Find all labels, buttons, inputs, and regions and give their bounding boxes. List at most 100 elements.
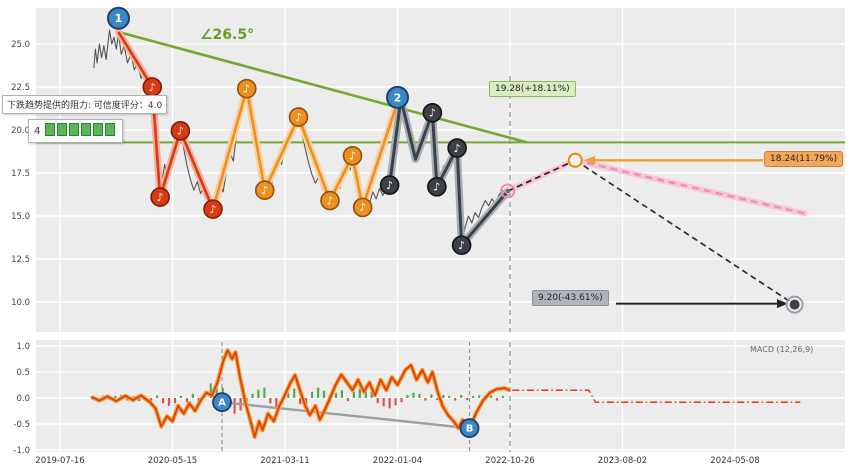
macd-marker-A[interactable] bbox=[212, 392, 232, 413]
note-icon: ♪ bbox=[157, 191, 164, 204]
note-icon: ♪ bbox=[386, 179, 393, 192]
macd-histogram-bar bbox=[448, 395, 451, 398]
macd-histogram-bar bbox=[269, 398, 272, 404]
note-icon: ♪ bbox=[149, 81, 156, 94]
x-axis-tick-label: 2023-08-02 bbox=[598, 456, 647, 466]
macd-histogram-bar bbox=[418, 393, 421, 398]
last-price-ring bbox=[500, 183, 516, 199]
price-y-tick-label: 25.0 bbox=[11, 40, 30, 50]
macd-histogram-bar bbox=[299, 398, 302, 405]
macd-histogram-bar bbox=[412, 392, 415, 398]
macd-histogram-bar bbox=[179, 395, 182, 398]
note-marker-dark[interactable] bbox=[422, 103, 443, 123]
note-marker-orange[interactable] bbox=[352, 197, 373, 218]
macd-histogram-bar bbox=[352, 391, 355, 398]
note-marker-orange[interactable] bbox=[254, 180, 275, 200]
macd-histogram-bar bbox=[454, 398, 457, 401]
macd-histogram-bar bbox=[150, 398, 153, 402]
macd-histogram-bar bbox=[233, 398, 236, 414]
macd-line bbox=[91, 349, 511, 438]
x-axis-tick-label: 2020-05-15 bbox=[148, 456, 197, 466]
macd-histogram-bar bbox=[442, 394, 445, 398]
wave-marker-1[interactable] bbox=[107, 6, 130, 30]
macd-histogram-bar bbox=[406, 394, 409, 398]
down-target-ring bbox=[785, 295, 804, 314]
macd-marker-label: B bbox=[466, 424, 474, 435]
orange-arrowhead-icon bbox=[584, 155, 595, 165]
macd-histogram-bar bbox=[376, 398, 379, 404]
note-marker-dark[interactable] bbox=[451, 235, 472, 256]
macd-y-tick-label: 1.0 bbox=[16, 342, 30, 352]
macd-marker-B[interactable] bbox=[459, 418, 480, 439]
macd-histogram-bar bbox=[311, 391, 314, 398]
note-marker-red[interactable] bbox=[170, 121, 191, 141]
dark-zigzag bbox=[388, 97, 509, 247]
note-icon: ♪ bbox=[295, 111, 302, 124]
macd-histogram-bar bbox=[167, 398, 171, 406]
macd-histogram-bar bbox=[346, 398, 349, 402]
note-marker-red[interactable] bbox=[150, 187, 170, 207]
macd-histogram-bar bbox=[501, 395, 504, 398]
note-icon: ♪ bbox=[326, 194, 333, 207]
note-icon: ♪ bbox=[458, 239, 465, 252]
macd-histogram-bar bbox=[162, 398, 165, 404]
x-axis-tick-label: 2022-01-04 bbox=[373, 456, 422, 466]
macd-histogram-bar bbox=[430, 394, 433, 398]
x-axis-tick-label: 2019-07-16 bbox=[35, 456, 84, 466]
macd-histogram-bar bbox=[156, 395, 159, 398]
macd-histogram-bar bbox=[132, 396, 135, 398]
macd-projection-line bbox=[512, 389, 801, 403]
note-icon: ♪ bbox=[209, 203, 216, 216]
macd-histogram-bar bbox=[185, 398, 188, 403]
macd-histogram-bar bbox=[293, 388, 296, 398]
note-marker-dark[interactable] bbox=[379, 175, 400, 195]
macd-histogram-bar bbox=[478, 395, 481, 398]
macd-histogram-bar bbox=[287, 392, 290, 398]
wave-marker-label: 2 bbox=[394, 91, 402, 104]
projection-down bbox=[574, 159, 796, 306]
macd-histogram-bar bbox=[263, 387, 266, 398]
macd-histogram-bar bbox=[460, 394, 463, 398]
note-marker-red[interactable] bbox=[203, 199, 223, 219]
macd-histogram-bar bbox=[364, 389, 367, 398]
note-marker-orange[interactable] bbox=[288, 107, 309, 127]
price-y-tick-label: 22.5 bbox=[11, 83, 30, 93]
down-target-dot bbox=[789, 299, 800, 310]
note-marker-orange[interactable] bbox=[342, 146, 363, 166]
note-icon: ♪ bbox=[359, 201, 366, 214]
note-icon: ♪ bbox=[429, 107, 436, 120]
price-y-tick-label: 12.5 bbox=[11, 255, 30, 265]
macd-histogram-bar bbox=[495, 398, 499, 401]
note-icon: ♪ bbox=[349, 150, 356, 163]
note-marker-orange[interactable] bbox=[236, 78, 257, 99]
macd-histogram-bar bbox=[322, 390, 326, 398]
macd-y-tick-label: -0.5 bbox=[13, 420, 30, 430]
macd-histogram-bar bbox=[370, 391, 373, 398]
macd-histogram-bar bbox=[388, 398, 391, 409]
macd-y-tick-label: 0.0 bbox=[16, 394, 30, 404]
projection-up bbox=[507, 159, 576, 192]
x-axis-tick-label: 2024-05-08 bbox=[710, 456, 759, 466]
price-y-tick-label: 10.0 bbox=[11, 298, 30, 308]
wave-marker-label: 1 bbox=[115, 12, 123, 25]
note-icon: ♪ bbox=[177, 125, 184, 138]
wave-marker-2[interactable] bbox=[386, 85, 409, 109]
note-marker-orange[interactable] bbox=[320, 190, 340, 211]
x-axis-tick-label: 2021-03-11 bbox=[260, 456, 309, 466]
macd-histogram-bar bbox=[340, 390, 343, 398]
note-marker-dark[interactable] bbox=[427, 176, 447, 197]
note-icon: ♪ bbox=[433, 181, 440, 194]
down-arrowhead-icon bbox=[777, 299, 788, 309]
macd-histogram-bar bbox=[489, 395, 493, 398]
ab-trendline bbox=[221, 400, 470, 430]
macd-marker-label: A bbox=[218, 398, 226, 409]
macd-histogram-bar bbox=[334, 392, 338, 398]
x-axis-tick-label: 2022-10-26 bbox=[485, 456, 534, 466]
macd-histogram-bar bbox=[472, 395, 475, 398]
note-marker-dark[interactable] bbox=[447, 138, 467, 158]
macd-histogram-bar bbox=[173, 398, 177, 404]
macd-y-tick-label: -1.0 bbox=[13, 446, 30, 456]
macd-histogram-bar bbox=[317, 387, 320, 398]
